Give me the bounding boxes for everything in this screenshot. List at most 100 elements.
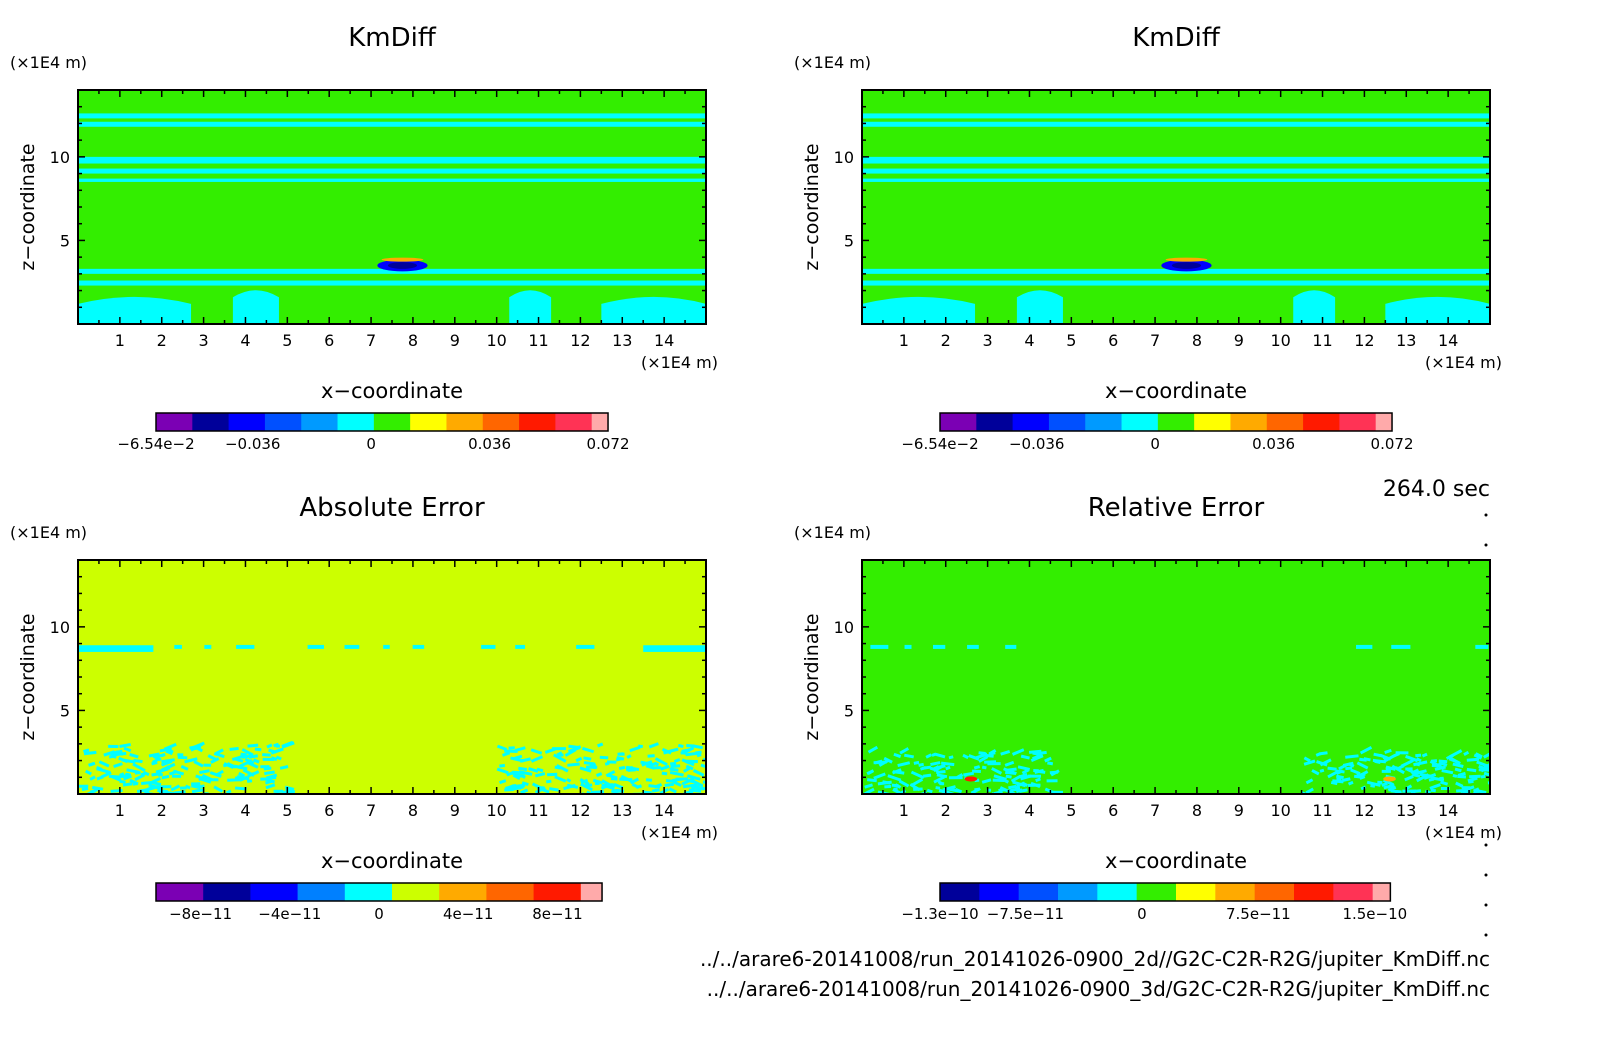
contour-speckle <box>121 758 136 764</box>
contour-speckle <box>264 779 273 785</box>
colorbar-swatch <box>439 883 487 901</box>
contour-speckle <box>1034 768 1044 774</box>
contour-band <box>862 156 1490 164</box>
x-tick-label: 5 <box>1066 331 1076 350</box>
contour-speckle <box>270 756 278 762</box>
x-tick-label: 4 <box>1024 331 1034 350</box>
contour-speckle <box>610 777 618 781</box>
contour-speckle <box>583 756 592 761</box>
contour-region <box>862 296 976 324</box>
contour-speckle <box>1359 775 1366 780</box>
colorbar-swatch <box>344 883 393 901</box>
contour-speckle <box>1377 780 1383 785</box>
contour-speckle <box>612 789 619 793</box>
contour-speckle <box>123 746 132 753</box>
x-tick-label: 6 <box>324 331 334 350</box>
contour-speckle <box>180 786 187 790</box>
contour-speckle <box>520 788 529 794</box>
contour-speckle <box>581 746 595 754</box>
contour-speckle <box>668 787 677 794</box>
contour-speckle <box>1338 763 1348 771</box>
contour-speckle <box>1434 765 1446 771</box>
contour-speckle <box>682 783 698 789</box>
colorbar-frame <box>155 412 609 432</box>
colorbar-tick-label: 4e−11 <box>443 905 493 923</box>
contour-speckle <box>1429 783 1441 790</box>
x-tick-label: 7 <box>1150 801 1160 820</box>
x-tick-label: 3 <box>199 801 209 820</box>
time-label: 264.0 sec <box>1383 477 1490 502</box>
contour-speckle <box>1385 766 1398 771</box>
contour-speckle <box>119 779 126 784</box>
contour-speckle <box>939 782 945 786</box>
colorbar-swatch <box>203 883 251 901</box>
contour-speckle <box>867 745 879 754</box>
contour-speckle <box>892 770 905 775</box>
contour-dash <box>870 644 889 649</box>
contour-speckle <box>940 761 955 767</box>
contour-speckle <box>1035 777 1042 783</box>
contour-speckle <box>935 752 946 759</box>
x-unit-label: (×1E4 m) <box>1425 823 1502 842</box>
contour-speckle <box>514 746 526 753</box>
contour-speckle <box>177 753 184 757</box>
y-axis-label: z−coordinate <box>17 143 39 270</box>
colorbar-swatch <box>446 413 484 431</box>
contour-speckle <box>641 760 653 767</box>
contour-speckle <box>1430 776 1445 782</box>
contour-speckle <box>239 775 249 782</box>
contour-speckle <box>696 753 702 758</box>
contour-region <box>1385 296 1490 324</box>
contour-speckle <box>972 769 981 774</box>
contour-speckle <box>1009 787 1021 793</box>
y-tick-label: 5 <box>60 701 70 720</box>
colorbar-swatch <box>1085 413 1123 431</box>
colorbar-swatch <box>373 413 411 431</box>
y-unit-label: (×1E4 m) <box>10 523 87 542</box>
chart-title: KmDiff <box>1132 23 1221 53</box>
contour-speckle <box>534 772 546 778</box>
contour-speckle <box>897 761 911 768</box>
colorbar: −1.3e−10 −7.5e−11 0 7.5e−11 1.5e−10 <box>901 882 1407 923</box>
contour-speckle <box>1400 759 1414 768</box>
colorbar-swatch <box>580 883 603 901</box>
x-tick-label: 10 <box>486 331 506 350</box>
contour-speckle <box>670 764 681 769</box>
contour-speckle <box>625 766 633 770</box>
y-axis-label: z−coordinate <box>801 613 823 740</box>
chart-panel-1: KmDiff(×1E4 m)1 2 3 4 5 6 7 8 9 10 11 12 13 14510(×1E… <box>10 23 718 453</box>
y-tick-label: 10 <box>834 148 854 167</box>
contour-speckle <box>536 767 544 773</box>
contour-speckle <box>645 778 653 782</box>
contour-speckle <box>1466 767 1477 773</box>
contour-speckle <box>284 785 295 791</box>
contour-speckle <box>981 765 987 770</box>
x-tick-label: 2 <box>941 331 951 350</box>
contour-speckle <box>864 783 873 789</box>
contour-dash <box>932 644 946 649</box>
contour-speckle <box>247 743 259 748</box>
contour-speckle <box>1030 754 1044 763</box>
contour-speckle <box>1469 774 1481 779</box>
x-tick-label: 3 <box>199 331 209 350</box>
colorbar-tick-label: 8e−11 <box>532 905 582 923</box>
contour-speckle <box>151 777 162 784</box>
contour-speckle <box>669 770 684 777</box>
contour-band <box>78 156 706 164</box>
contour-speckle <box>677 743 684 749</box>
x-tick-label: 3 <box>983 801 993 820</box>
contour-speckle <box>945 765 951 771</box>
contour-speckle <box>1327 770 1339 779</box>
contour-speckle <box>89 775 96 781</box>
contour-speckle <box>948 776 963 780</box>
contour-speckle <box>264 770 275 776</box>
colorbar-swatch <box>486 883 535 901</box>
contour-speckle <box>933 775 946 784</box>
y-axis-label: z−coordinate <box>17 613 39 740</box>
contour-dash <box>412 644 425 649</box>
colorbar-swatch <box>156 413 193 431</box>
colorbar-swatch <box>410 413 447 431</box>
contour-speckle <box>132 762 146 772</box>
contour-speckle <box>1415 762 1421 767</box>
contour-speckle <box>266 743 273 749</box>
